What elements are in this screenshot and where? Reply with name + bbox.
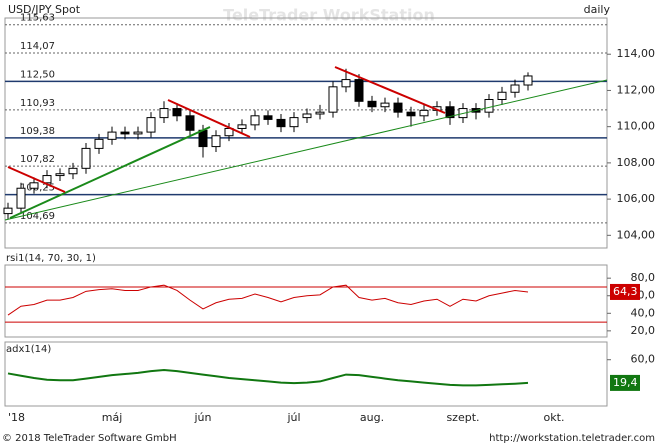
- y-tick-label: 108,00: [617, 156, 656, 169]
- x-tick-label: okt.: [544, 411, 565, 424]
- indicator-label: adx1(14): [6, 344, 51, 355]
- candle-body: [211, 135, 221, 148]
- current-value-label: 64,3: [613, 285, 638, 298]
- trend-line: [9, 126, 211, 219]
- y-tick-label: 110,00: [617, 120, 656, 133]
- trend-line: [334, 66, 446, 114]
- trend-line: [167, 99, 251, 138]
- candle-body: [250, 115, 260, 126]
- current-value-box: [610, 283, 640, 300]
- indicator-line: [7, 284, 529, 316]
- watermark: TeleTrader WorkStation: [223, 6, 435, 25]
- y-tick-label: 40,0: [631, 306, 656, 319]
- level-label: 115,63: [20, 13, 55, 24]
- y-tick-label: 114,00: [617, 47, 656, 60]
- candle-body: [172, 108, 182, 117]
- level-label: 109,38: [20, 126, 55, 137]
- candle-body: [484, 98, 494, 113]
- indicator-line: [7, 368, 529, 387]
- candle-body: [185, 115, 195, 131]
- candle-body: [94, 138, 104, 149]
- current-value-box: [610, 374, 640, 391]
- level-label: 110,93: [20, 98, 55, 109]
- level-label: 104,69: [20, 211, 55, 222]
- y-tick-label: 112,00: [617, 83, 656, 96]
- level-label: 112,50: [20, 69, 55, 80]
- candle-body: [29, 182, 39, 189]
- price-panel: [4, 17, 608, 249]
- candle-body: [328, 86, 338, 113]
- x-tick-label: júl: [286, 411, 300, 424]
- candle-body: [367, 100, 377, 108]
- x-tick-label: jún: [194, 411, 212, 424]
- candle-body: [263, 115, 273, 120]
- indicator-label: rsi1(14, 70, 30, 1): [6, 253, 96, 264]
- candle-body: [146, 117, 156, 133]
- candle-body: [445, 106, 455, 119]
- x-tick-label: '18: [8, 411, 25, 424]
- y-tick-label: 80,0: [631, 271, 656, 284]
- level-label: 107,82: [20, 154, 55, 165]
- y-tick-label: 60,0: [631, 353, 656, 366]
- candle-body: [237, 124, 247, 129]
- y-tick-label: 106,00: [617, 192, 656, 205]
- url: http://workstation.teletrader.com: [489, 433, 655, 444]
- rsi-panel: [4, 264, 608, 338]
- y-tick-label: 20,0: [631, 324, 656, 337]
- candle-body: [120, 131, 130, 135]
- candle-body: [406, 111, 416, 117]
- candle-body: [198, 129, 208, 148]
- x-tick-label: aug.: [360, 411, 384, 424]
- candle-body: [341, 79, 351, 88]
- chart-title: USD/JPY Spot: [8, 3, 81, 16]
- adx-panel: [4, 341, 608, 407]
- level-label: 114,07: [20, 41, 55, 52]
- candle-body: [497, 91, 507, 100]
- x-tick-label: szept.: [446, 411, 479, 424]
- candle-body: [523, 75, 533, 86]
- candle-body: [354, 79, 364, 102]
- candle-body: [3, 207, 13, 215]
- candle-body: [380, 102, 390, 108]
- trend-line: [7, 166, 66, 193]
- candle-body: [68, 167, 78, 175]
- candle-body: [302, 113, 312, 119]
- candle-body: [276, 118, 286, 128]
- candle-body: [81, 147, 91, 169]
- candle-body: [16, 187, 26, 209]
- candle-body: [510, 84, 520, 93]
- candle-body: [42, 175, 52, 184]
- candle-body: [315, 111, 325, 115]
- copyright: © 2018 TeleTrader Software GmbH: [2, 433, 177, 444]
- candle-body: [393, 102, 403, 113]
- candle-body: [55, 173, 65, 177]
- candle-body: [107, 131, 117, 140]
- interval: daily: [584, 3, 611, 16]
- candle-body: [289, 117, 299, 128]
- y-tick-label: 104,00: [617, 228, 656, 241]
- x-tick-label: máj: [102, 411, 123, 424]
- candle-body: [159, 108, 169, 119]
- current-value-label: 19,4: [613, 376, 638, 389]
- candle-body: [133, 131, 143, 135]
- trend-line: [4, 79, 608, 221]
- candle-body: [419, 109, 429, 117]
